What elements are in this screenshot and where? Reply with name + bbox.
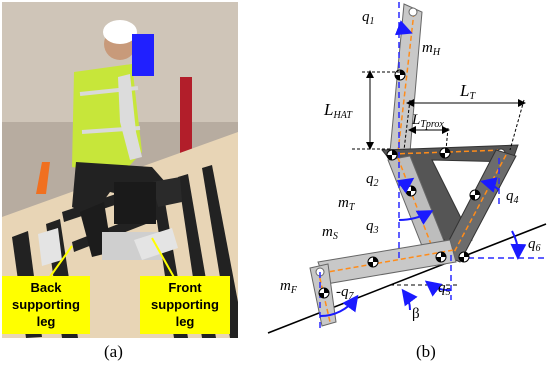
- model-diagram: q1 mH LHAT LT LTprox q2 mT q3 q4 mS q6 q…: [267, 2, 547, 334]
- ground-incline-line: [267, 223, 547, 334]
- lt-label: LT: [459, 81, 476, 102]
- mh-label: mH: [422, 40, 441, 58]
- back-leg-label-3: leg: [37, 314, 56, 329]
- lhat-label: LHAT: [323, 100, 353, 121]
- q6-arc: [510, 230, 527, 260]
- beta-arc: [401, 288, 418, 311]
- q4-arc: [480, 177, 500, 193]
- caption-a: (a): [104, 342, 123, 361]
- shank-axis-front: [451, 154, 507, 257]
- ltprox-label: LTprox: [411, 112, 444, 130]
- photo-panel: Back supporting leg Front supporting leg: [2, 2, 238, 338]
- helmet: [103, 20, 137, 44]
- q2-arc: [396, 177, 415, 194]
- q5-label: q5: [438, 280, 451, 298]
- mf-label: mF: [280, 278, 298, 296]
- q1-label: q1: [362, 9, 375, 27]
- q3-label: q3: [366, 218, 379, 236]
- q5-arc: [424, 280, 452, 297]
- mt-label: mT: [338, 195, 356, 213]
- front-leg-label-2: supporting: [151, 297, 219, 312]
- q6-label: q6: [528, 236, 541, 254]
- beta-label: β: [412, 306, 420, 322]
- thigh-axis-back: [397, 157, 435, 253]
- shank-axis: [321, 249, 455, 274]
- exoskeleton-device: [114, 182, 156, 224]
- back-leg-label-2: supporting: [12, 297, 80, 312]
- front-leg-callout: Front supporting leg: [140, 276, 230, 334]
- front-leg-label-3: leg: [176, 314, 195, 329]
- back-leg-callout: Back supporting leg: [2, 276, 90, 334]
- front-leg-label-1: Front: [168, 280, 202, 295]
- q7-label: -q7: [336, 284, 355, 302]
- caption-b: (b): [416, 342, 436, 361]
- face-mask-block: [132, 34, 154, 76]
- back-leg-label-1: Back: [30, 280, 62, 295]
- q2-label: q2: [366, 171, 379, 189]
- hat-top-joint: [408, 7, 418, 17]
- q7-arc: [319, 294, 359, 318]
- q1-arc: [394, 20, 413, 36]
- back-shoe: [38, 228, 62, 266]
- traffic-cone: [36, 162, 50, 194]
- ms-label: mS: [322, 224, 338, 242]
- q4-label: q4: [506, 188, 519, 206]
- com-markers: [318, 69, 481, 299]
- q3-arc: [398, 210, 434, 225]
- red-pole: [180, 77, 192, 162]
